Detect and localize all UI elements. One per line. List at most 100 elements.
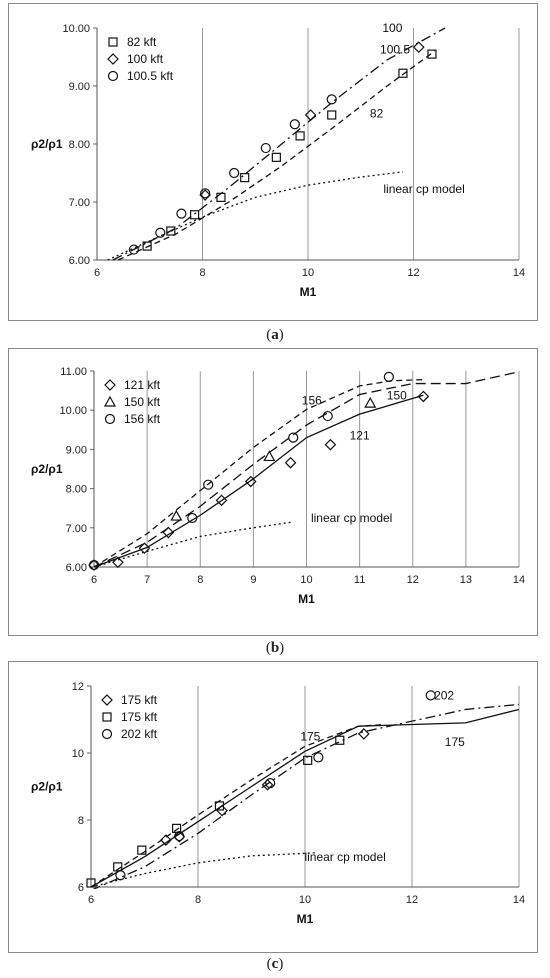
data-point-diamond xyxy=(358,728,370,740)
line-annotation: 175 xyxy=(300,729,320,743)
line-annotation: linear cp model xyxy=(311,511,392,525)
x-axis-label: M1 xyxy=(300,285,317,299)
line-annotation: 202 xyxy=(434,688,454,702)
line-annotation: linear cp model xyxy=(304,850,385,864)
series-line xyxy=(112,27,446,261)
data-point-triangle xyxy=(263,450,276,462)
series-markers xyxy=(170,396,377,521)
x-tick-label: 13 xyxy=(460,574,472,586)
y-axis-label: ρ2/ρ1 xyxy=(31,137,63,151)
x-tick-label: 12 xyxy=(407,574,419,586)
series-markers xyxy=(128,94,337,255)
data-point-square xyxy=(216,192,226,202)
chart-c: 6 8 10 12 14 6 8 10 12 M1 ρ2/ρ1 175 202 175 linear cp … xyxy=(31,681,525,926)
legend-label: 202 kft xyxy=(121,727,158,741)
data-point-square xyxy=(240,173,250,183)
caption-b: (b) xyxy=(265,640,285,656)
y-tick-label: 8.00 xyxy=(69,139,90,151)
legend-marker-diamond xyxy=(104,379,116,391)
data-point-diamond xyxy=(244,475,257,488)
data-point-square xyxy=(398,68,408,78)
legend-marker-circle xyxy=(104,413,116,425)
data-point-circle xyxy=(174,830,185,842)
series-markers xyxy=(115,690,436,881)
data-point-square xyxy=(427,49,437,59)
legend-marker-triangle xyxy=(103,395,117,407)
legend-label: 156 kft xyxy=(124,412,161,426)
data-point-square xyxy=(166,226,176,236)
legend-label: 150 kft xyxy=(124,395,161,409)
caption-c: (c) xyxy=(266,956,284,972)
data-point-circle xyxy=(203,479,214,490)
data-point-triangle xyxy=(170,509,183,521)
series-line-dotted xyxy=(94,521,294,568)
data-point-circle xyxy=(322,410,333,422)
legend-marker-square xyxy=(102,712,112,722)
legend-marker-square xyxy=(108,37,118,47)
data-point-square xyxy=(142,241,152,251)
y-tick-label: 10 xyxy=(72,748,84,760)
legend-label: 82 kft xyxy=(127,35,157,49)
x-tick-label: 10 xyxy=(302,267,314,279)
chart-panel-a: 6 8 10 12 14 6.00 7.00 8.00 9.00 10.00 M1 ρ2/ρ1 100 1… xyxy=(8,3,538,321)
x-tick-label: 12 xyxy=(407,267,419,279)
data-point-circle xyxy=(326,94,337,105)
data-point-square xyxy=(113,862,123,872)
series-line-solid xyxy=(91,708,519,888)
x-tick-label: 8 xyxy=(197,574,203,586)
x-tick-label: 8 xyxy=(199,267,205,279)
legend-label: 121 kft xyxy=(124,378,161,392)
y-tick-label: 11.00 xyxy=(60,366,87,378)
y-tick-label: 8.00 xyxy=(66,484,87,496)
x-axis-label: M1 xyxy=(298,592,315,606)
series-line-dashdot xyxy=(112,27,446,261)
caption-a-letter: a xyxy=(271,327,279,343)
caption-a: (a) xyxy=(266,327,284,343)
y-tick-label: 6.00 xyxy=(69,255,90,267)
series-line xyxy=(94,371,519,568)
y-tick-label: 7.00 xyxy=(66,523,87,535)
data-point-diamond xyxy=(160,834,172,846)
line-annotation: 100.5 xyxy=(380,42,410,56)
x-tick-label: 10 xyxy=(300,574,312,586)
series-markers xyxy=(88,371,394,571)
data-point-diamond xyxy=(284,456,297,469)
y-axis-label: ρ2/ρ1 xyxy=(31,462,63,476)
legend-marker-circle xyxy=(107,70,119,82)
series-line xyxy=(91,708,519,888)
data-point-triangle xyxy=(364,396,377,408)
data-point-diamond xyxy=(304,109,317,121)
data-point-circle xyxy=(260,142,271,154)
series-line-dashed xyxy=(117,50,435,261)
series-line xyxy=(91,852,316,888)
legend-label: 175 kft xyxy=(121,710,158,724)
data-point-circle xyxy=(425,690,436,701)
data-point-square xyxy=(327,110,337,120)
line-annotation: 156 xyxy=(302,393,322,407)
series-line xyxy=(92,703,519,889)
y-tick-label: 6.00 xyxy=(66,562,87,574)
series-line-dotted xyxy=(107,171,404,261)
caption-c-letter: c xyxy=(271,956,279,972)
chart-a: 6 8 10 12 14 6.00 7.00 8.00 9.00 10.00 M1 ρ2/ρ1 100 1… xyxy=(31,21,525,299)
x-tick-label: 9 xyxy=(250,574,256,586)
series-line-longdash xyxy=(94,371,519,568)
data-point-circle xyxy=(383,371,394,382)
x-tick-label: 6 xyxy=(88,894,94,906)
x-tick-label: 8 xyxy=(195,894,201,906)
data-point-circle xyxy=(200,188,211,199)
y-tick-label: 10.00 xyxy=(62,23,90,35)
series-line-dotted xyxy=(91,852,316,888)
series-line-dashdot xyxy=(92,703,519,889)
legend-label: 175 kft xyxy=(121,693,158,707)
data-point-circle xyxy=(229,167,240,179)
series-markers xyxy=(142,49,437,251)
y-tick-label: 12 xyxy=(72,681,84,693)
y-tick-label: 9.00 xyxy=(66,444,87,456)
series-line xyxy=(94,378,424,568)
data-point-diamond xyxy=(216,804,228,817)
y-tick-label: 10.00 xyxy=(59,405,87,417)
legend-marker-diamond xyxy=(101,694,113,706)
y-axis-label: ρ2/ρ1 xyxy=(31,780,63,794)
series-line xyxy=(94,394,424,568)
